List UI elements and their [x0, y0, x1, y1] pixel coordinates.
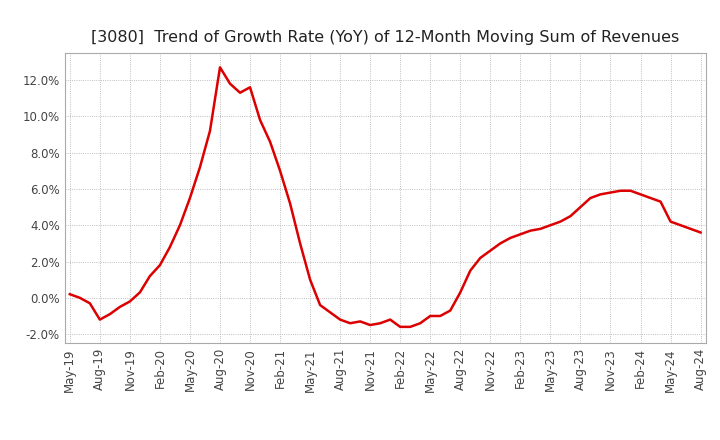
Title: [3080]  Trend of Growth Rate (YoY) of 12-Month Moving Sum of Revenues: [3080] Trend of Growth Rate (YoY) of 12-…: [91, 29, 680, 45]
